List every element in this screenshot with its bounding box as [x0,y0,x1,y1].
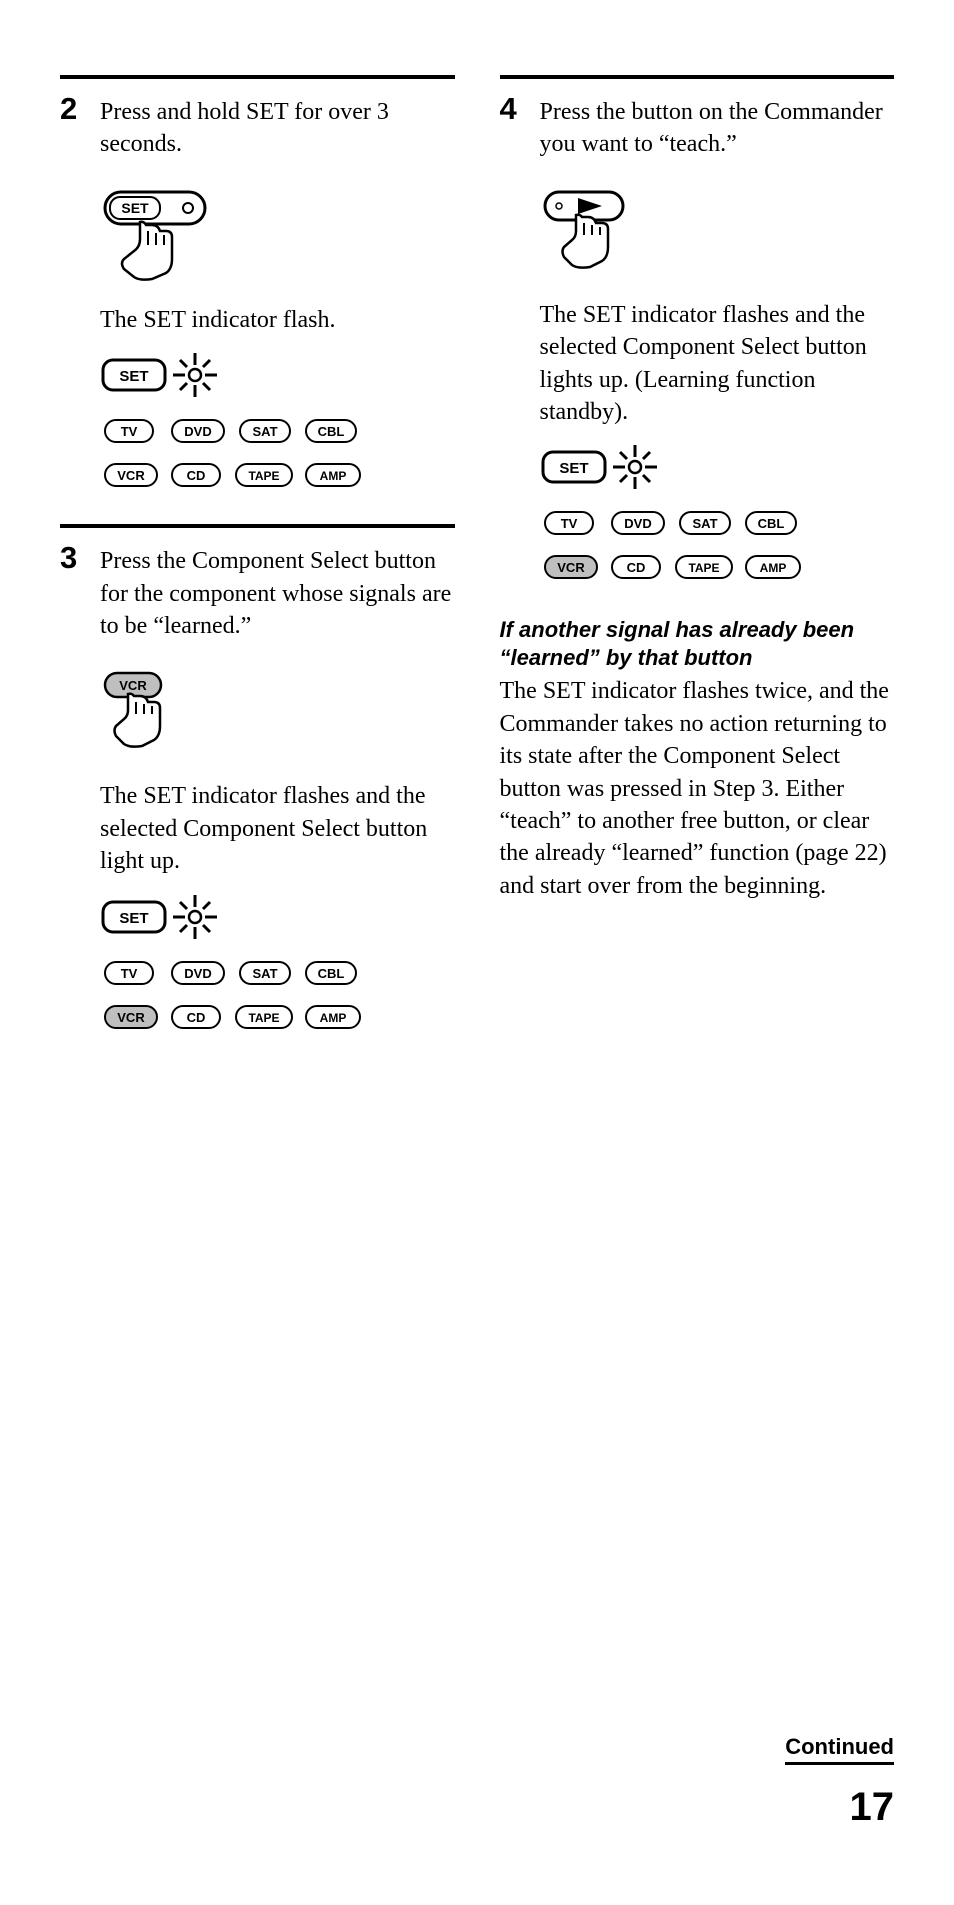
figure-set-flash-buttons: SET [100,352,455,502]
step-4: 4 Press the button on the Commander you … [500,93,895,171]
step-text: Press and hold SET for over 3 seconds. [100,93,455,171]
figure-panel-vcr-lit-2: SET TV [540,444,895,594]
svg-text:SAT: SAT [252,424,277,439]
manual-page: 2 Press and hold SET for over 3 seconds.… [0,0,954,1905]
figure-play-press [540,187,895,277]
svg-text:SET: SET [559,460,588,477]
svg-text:SAT: SAT [692,516,717,531]
svg-text:VCR: VCR [117,1010,145,1025]
step-3-followup: The SET indicator flashes and the select… [100,780,455,877]
svg-text:CBL: CBL [318,424,345,439]
vcr-press-icon: VCR [100,668,190,758]
svg-text:CD: CD [187,468,206,483]
svg-text:TAPE: TAPE [248,469,279,483]
hand-pointer-icon [122,222,172,280]
svg-text:VCR: VCR [119,678,147,693]
step-2-followup: The SET indicator flash. [100,304,455,336]
note-body: The SET indicator flashes twice, and the… [500,675,895,902]
hand-pointer-icon [562,215,608,268]
svg-text:TV: TV [121,966,138,981]
hand-pointer-icon [115,694,161,747]
svg-text:SET: SET [119,910,148,927]
svg-text:AMP: AMP [320,469,347,483]
svg-text:CBL: CBL [318,966,345,981]
note-section: If another signal has already been “lear… [500,616,895,902]
horizontal-rule [60,524,455,528]
svg-text:DVD: DVD [184,424,211,439]
svg-text:VCR: VCR [557,560,585,575]
left-column: 2 Press and hold SET for over 3 seconds.… [60,75,455,1066]
step-number: 3 [60,542,100,573]
svg-text:TV: TV [121,424,138,439]
page-number: 17 [850,1785,895,1830]
right-column: 4 Press the button on the Commander you … [500,75,895,1066]
step-4-followup: The SET indicator flashes and the select… [540,299,895,429]
step-3: 3 Press the Component Select button for … [60,542,455,652]
set-label: SET [121,200,149,216]
horizontal-rule [500,75,895,79]
set-panel-icon: SET [100,352,390,502]
svg-text:DVD: DVD [184,966,211,981]
figure-vcr-press: VCR [100,668,455,758]
svg-text:SAT: SAT [252,966,277,981]
horizontal-rule [60,75,455,79]
svg-text:TAPE: TAPE [248,1011,279,1025]
set-panel-vcr-icon: SET TV [540,444,830,594]
step-2: 2 Press and hold SET for over 3 seconds. [60,93,455,171]
svg-text:AMP: AMP [320,1011,347,1025]
svg-text:TV: TV [560,516,577,531]
svg-text:CBL: CBL [757,516,784,531]
continued-label: Continued [785,1734,894,1765]
svg-text:DVD: DVD [624,516,651,531]
step-text: Press the Component Select button for th… [100,542,455,652]
svg-text:AMP: AMP [759,561,786,575]
svg-text:CD: CD [187,1010,206,1025]
step-text: Press the button on the Commander you wa… [540,93,895,171]
note-heading: If another signal has already been “lear… [500,616,895,671]
step-number: 4 [500,93,540,124]
svg-text:VCR: VCR [117,468,145,483]
svg-text:SET: SET [119,368,148,385]
two-column-layout: 2 Press and hold SET for over 3 seconds.… [60,75,894,1066]
play-press-icon [540,187,650,277]
figure-set-press: SET [100,187,455,282]
set-panel-vcr-icon: SET TV [100,894,390,1044]
figure-panel-vcr-lit: SET TV [100,894,455,1044]
svg-text:CD: CD [626,560,645,575]
set-press-icon: SET [100,187,230,282]
svg-text:TAPE: TAPE [688,561,719,575]
step-number: 2 [60,93,100,124]
